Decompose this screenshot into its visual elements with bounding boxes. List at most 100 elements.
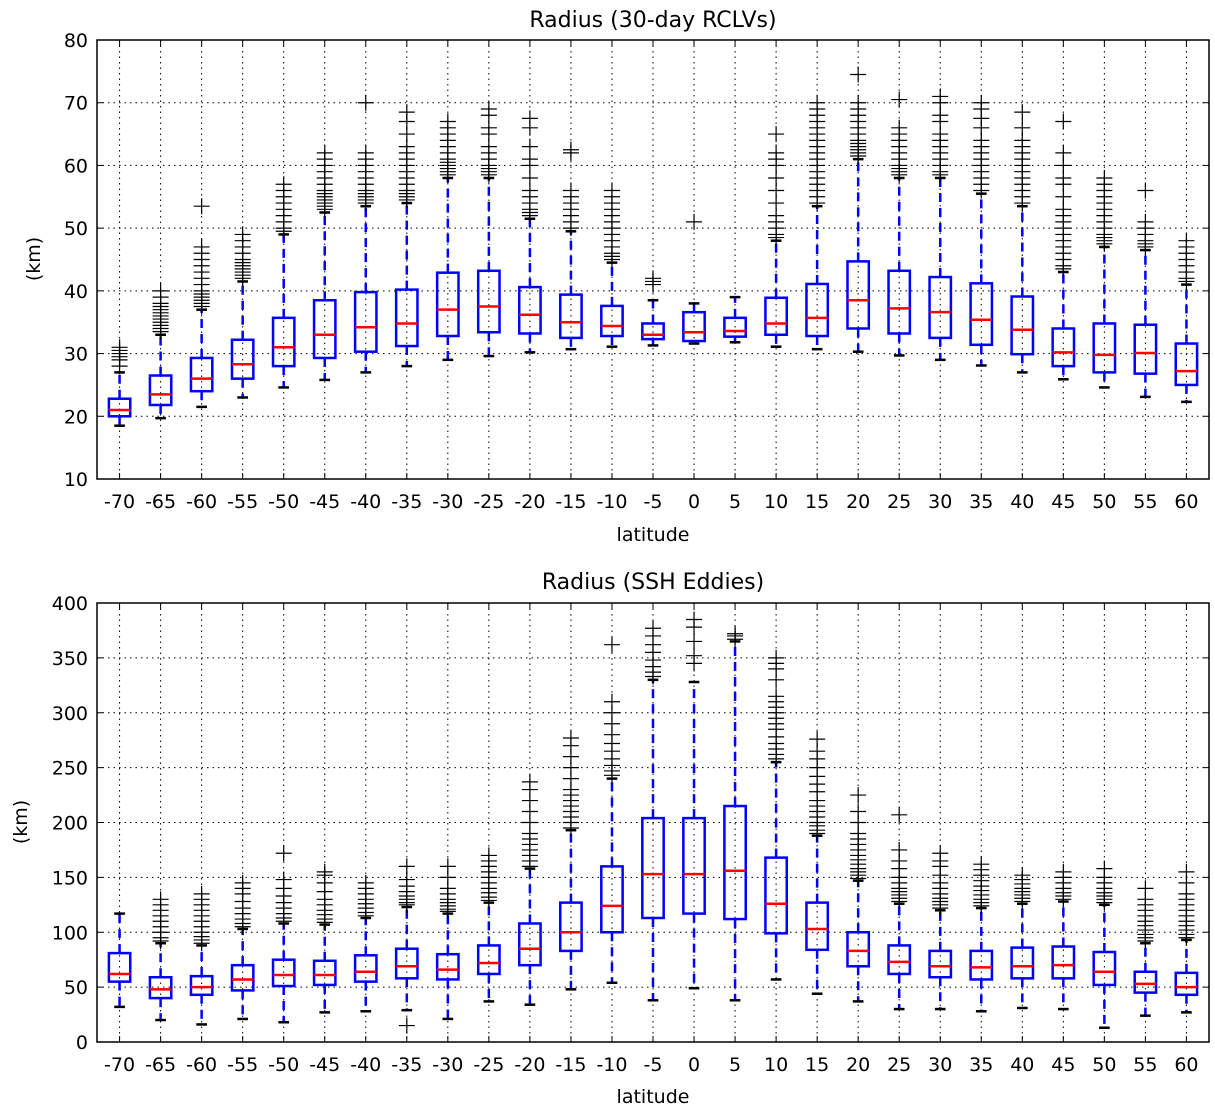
box--25 [476,847,501,1003]
y-tick-label: 30 [64,344,88,366]
box--10 [600,182,624,348]
y-tick-label: 300 [52,703,88,725]
flier-point [1137,880,1154,897]
iqr-box [1051,945,1076,980]
flier-point [152,282,169,299]
x-tick-label: 45 [1051,491,1075,513]
y-tick-label: 350 [52,648,88,670]
box--55 [230,874,255,1021]
y-tick-label: 200 [52,813,88,835]
x-tick-label: -55 [227,1054,258,1076]
chart-radius-rclv: Radius (30-day RCLVs) (km) latitude 10 20… [23,8,1210,546]
x-tick-label: 50 [1092,491,1116,513]
x-tick-label: 45 [1051,1054,1075,1076]
y-tick-label: 70 [64,93,88,115]
box--10 [600,636,624,984]
x-tick-label: 60 [1174,491,1198,513]
flier-point [357,94,374,111]
iqr-box [600,865,624,934]
iqr-box [1133,970,1158,994]
x-tick-label: -5 [644,491,663,513]
x-tick-label: 15 [805,491,829,513]
flier-point [850,66,867,83]
flier-point [193,885,210,902]
iqr-box [723,804,747,921]
iqr-box [969,949,994,981]
chart-radius-ssh: Radius (SSH Eddies) (km) latitude 050100… [10,570,1210,1108]
x-tick-label: 60 [1174,1054,1198,1076]
x-tick-label: -25 [473,491,504,513]
flier-point [686,647,703,664]
iqr-box [476,269,501,334]
x-tick-label: -25 [473,1054,504,1076]
box--40 [353,874,378,1013]
plot-frame [96,602,1210,1043]
flier-point [316,863,333,880]
iqr-box [271,958,296,988]
flier-point [850,94,867,111]
x-tick-label: -50 [268,491,299,513]
flier-point [1137,182,1154,199]
y-tick-label: 150 [52,867,88,889]
flier-point [1096,169,1113,186]
iqr-box [928,949,953,979]
box--50 [271,845,296,1024]
x-tick-label: -10 [596,1054,627,1076]
iqr-box [1174,342,1199,387]
iqr-box [271,316,296,368]
flier-point [152,891,169,908]
y-tick-label: 50 [64,977,88,999]
box--20 [517,110,542,354]
x-tick-label: -30 [432,1054,463,1076]
x-tick-label: 35 [969,1054,993,1076]
iqr-box [764,856,789,935]
iqr-box [1010,295,1035,356]
iqr-box [1174,971,1199,997]
iqr-box [682,310,706,343]
x-tick-label: -30 [432,491,463,513]
y-tick-label: 0 [76,1032,88,1054]
iqr-box [394,947,419,980]
x-tick-label: -40 [350,491,381,513]
box-10 [764,649,789,981]
flier-point [480,100,497,117]
flier-point [439,858,456,875]
y-tick-label: 250 [52,758,88,780]
flier-point [645,620,661,637]
flier-point [973,94,990,111]
box-0 [682,611,706,990]
box-40 [1010,104,1035,374]
x-tick-label: 5 [729,1054,741,1076]
flier-point [521,110,538,127]
box--45 [312,863,337,1014]
box-35 [969,94,994,367]
box--15 [559,141,583,351]
flier-point [234,226,251,243]
box--35 [394,858,419,1034]
iqr-box [805,901,830,952]
iqr-box [1133,323,1158,375]
flier-point [521,773,538,790]
iqr-box [846,931,871,968]
x-tick-label: 55 [1133,1054,1157,1076]
flier-point [603,636,620,653]
y-tick-label: 60 [64,155,88,177]
x-tick-label: 50 [1092,1054,1116,1076]
iqr-box [969,282,994,347]
x-tick-label: 40 [1010,1054,1034,1076]
y-tick-label: 10 [64,469,88,491]
box--60 [189,198,214,409]
iqr-box [148,374,173,407]
flier-point [932,845,949,862]
box--20 [517,773,542,1006]
x-tick-label: 20 [846,491,870,513]
box-15 [805,94,830,351]
box--70 [107,339,132,427]
flier-point [316,144,333,161]
flier-point [1178,863,1195,880]
y-tick-label: 50 [64,218,88,240]
plot-frame [96,39,1210,480]
iqr-box [107,951,132,983]
